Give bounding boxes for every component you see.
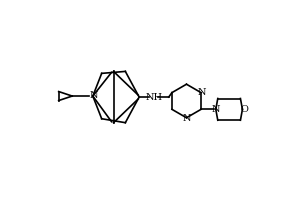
Text: N: N	[198, 88, 206, 97]
Text: N: N	[89, 91, 98, 100]
Text: O: O	[241, 105, 249, 114]
Text: N: N	[212, 105, 220, 114]
Text: N: N	[182, 114, 191, 123]
Text: NH: NH	[146, 93, 163, 102]
